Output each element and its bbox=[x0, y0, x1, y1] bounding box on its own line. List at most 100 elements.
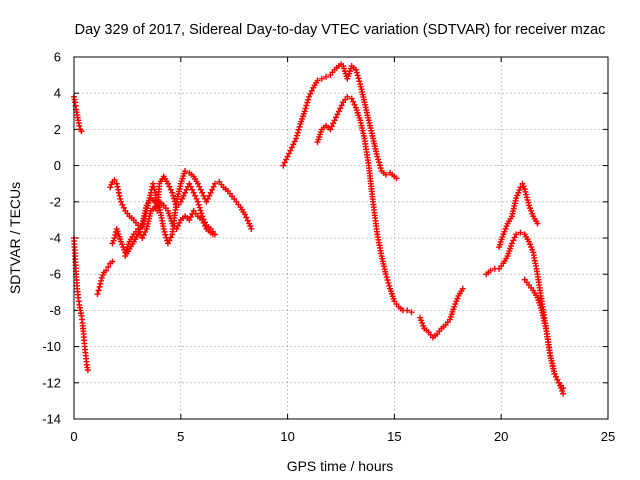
data-point bbox=[137, 225, 144, 232]
data-point bbox=[96, 283, 103, 290]
data-point bbox=[204, 195, 211, 202]
data-point bbox=[304, 99, 311, 106]
data-point bbox=[418, 317, 425, 324]
data-point bbox=[284, 153, 291, 160]
data-point bbox=[555, 379, 562, 386]
data-point bbox=[248, 225, 255, 232]
data-point bbox=[517, 184, 524, 191]
series-arc-9 bbox=[417, 285, 466, 341]
data-point bbox=[529, 246, 536, 253]
data-point bbox=[559, 387, 566, 394]
y-tick-label: 2 bbox=[54, 122, 61, 137]
y-tick-label: -14 bbox=[42, 412, 61, 427]
data-point bbox=[523, 194, 530, 201]
data-point bbox=[331, 117, 338, 124]
data-point bbox=[150, 183, 157, 190]
data-point bbox=[193, 195, 200, 202]
x-axis-label: GPS time / hours bbox=[287, 458, 394, 474]
data-point bbox=[94, 291, 101, 298]
data-point bbox=[454, 295, 461, 302]
data-point bbox=[305, 96, 312, 103]
data-point bbox=[291, 138, 298, 145]
data-point bbox=[199, 213, 206, 220]
data-point bbox=[308, 87, 315, 94]
data-point bbox=[453, 298, 460, 305]
y-tick-label: -4 bbox=[49, 231, 61, 246]
data-point bbox=[327, 126, 334, 133]
x-tick-label: 5 bbox=[177, 429, 184, 444]
data-point bbox=[119, 201, 126, 208]
data-point bbox=[203, 198, 210, 205]
data-point bbox=[186, 180, 193, 187]
data-point bbox=[97, 280, 104, 287]
data-point bbox=[417, 314, 424, 321]
data-point bbox=[514, 192, 521, 199]
data-point bbox=[195, 201, 202, 208]
data-point bbox=[375, 156, 382, 163]
y-tick-label: 4 bbox=[54, 86, 61, 101]
data-point bbox=[318, 75, 325, 82]
data-point bbox=[350, 98, 357, 105]
data-point bbox=[194, 198, 201, 205]
data-point bbox=[107, 184, 114, 191]
data-point bbox=[348, 95, 355, 102]
data-point bbox=[515, 189, 522, 196]
data-point bbox=[524, 196, 531, 203]
data-point bbox=[382, 271, 389, 278]
data-point bbox=[139, 235, 146, 241]
data-point bbox=[112, 231, 119, 238]
data-point bbox=[333, 114, 340, 121]
data-point bbox=[103, 267, 110, 274]
data-point bbox=[113, 180, 120, 187]
data-point bbox=[383, 274, 390, 281]
data-points bbox=[71, 61, 567, 397]
data-point bbox=[197, 207, 204, 214]
data-point bbox=[140, 231, 147, 238]
y-tick-label: -8 bbox=[49, 303, 61, 318]
data-point bbox=[283, 156, 290, 163]
data-point bbox=[207, 189, 214, 196]
data-point bbox=[374, 153, 381, 160]
data-point bbox=[111, 177, 118, 184]
data-point bbox=[76, 122, 83, 129]
data-point bbox=[303, 102, 310, 109]
chart-title: Day 329 of 2017, Sidereal Day-to-day VTE… bbox=[75, 22, 606, 38]
y-tick-label: 6 bbox=[54, 50, 61, 65]
data-point bbox=[459, 285, 466, 292]
series-arc-8 bbox=[314, 93, 415, 316]
x-tick-label: 0 bbox=[70, 429, 77, 444]
data-point bbox=[408, 309, 415, 316]
data-point bbox=[290, 141, 297, 148]
data-point bbox=[554, 376, 561, 383]
data-point bbox=[560, 390, 567, 397]
data-point bbox=[209, 186, 216, 193]
data-point bbox=[382, 171, 389, 178]
data-point bbox=[451, 303, 458, 310]
data-point bbox=[353, 69, 360, 76]
data-point bbox=[527, 241, 534, 248]
series-arc-1 bbox=[71, 93, 85, 135]
data-point bbox=[200, 216, 207, 223]
data-point bbox=[384, 276, 391, 283]
data-point bbox=[295, 126, 302, 133]
data-point bbox=[198, 210, 205, 217]
data-point bbox=[337, 105, 344, 112]
data-point bbox=[301, 108, 308, 115]
data-point bbox=[95, 287, 102, 294]
data-point bbox=[302, 105, 309, 112]
data-point bbox=[376, 162, 383, 169]
data-point bbox=[528, 244, 535, 251]
data-point bbox=[117, 238, 124, 245]
x-tick-label: 10 bbox=[280, 429, 294, 444]
data-point bbox=[180, 192, 187, 199]
y-tick-label: 0 bbox=[54, 158, 61, 173]
data-point bbox=[170, 192, 177, 199]
data-point bbox=[190, 189, 197, 196]
data-point bbox=[522, 188, 529, 195]
data-point bbox=[192, 192, 199, 199]
data-point bbox=[556, 382, 563, 389]
data-point bbox=[202, 219, 209, 226]
data-point bbox=[186, 216, 193, 223]
data-point bbox=[335, 108, 342, 115]
